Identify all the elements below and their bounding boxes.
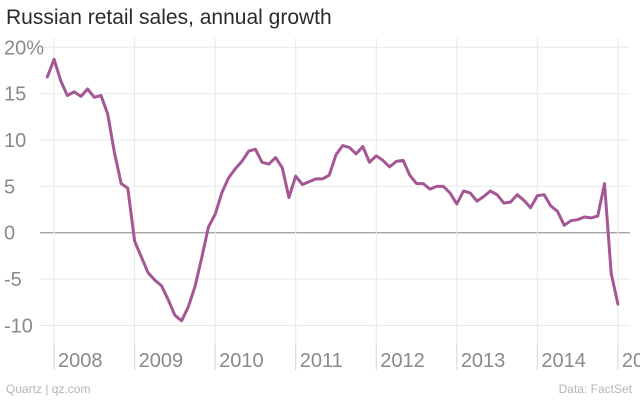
x-tick-label: 2010 [219, 350, 264, 372]
chart-title: Russian retail sales, annual growth [6, 6, 332, 29]
x-axis-labels: 2008 2009 2010 2011 2012 2013 2014 2015 [58, 350, 640, 372]
y-axis-labels: 20% 15 10 5 0 -5 -10 [4, 37, 44, 337]
x-tick-label: 2011 [300, 350, 343, 372]
data-source: Data: FactSet [558, 382, 632, 396]
x-tick-label: 2014 [541, 350, 586, 372]
y-tick-label: -10 [4, 315, 33, 337]
y-tick-label: -5 [4, 269, 22, 291]
source-credit: Quartz | qz.com [6, 382, 91, 396]
x-tick-label: 2013 [461, 350, 506, 372]
series-line [45, 57, 620, 323]
y-tick-label: 10 [4, 130, 26, 152]
y-tick-label: 5 [4, 176, 15, 198]
series-layer [45, 57, 620, 323]
y-tick-label: 20% [4, 37, 44, 59]
grid-lines [40, 38, 630, 370]
y-tick-label: 15 [4, 84, 26, 106]
x-tick-label: 2009 [139, 350, 184, 372]
x-tick-label: 2015 [622, 350, 640, 372]
y-tick-label: 0 [4, 223, 15, 245]
x-tick-label: 2012 [380, 350, 425, 372]
x-tick-label: 2008 [58, 350, 103, 372]
